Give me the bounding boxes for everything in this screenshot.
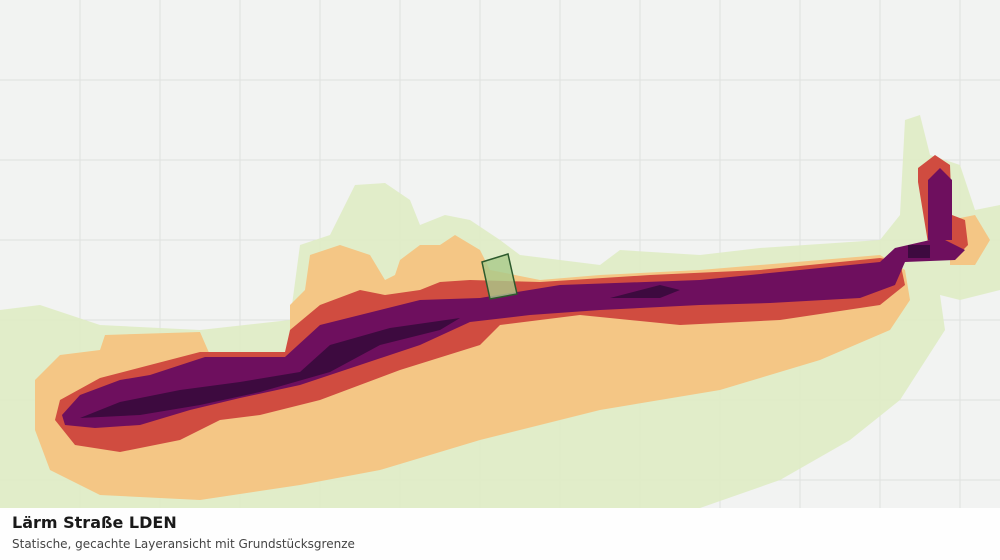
noise-band-red xyxy=(55,258,905,452)
map-subtitle: Statische, gecachte Layeransicht mit Gru… xyxy=(12,537,355,551)
noise-band-purple xyxy=(62,200,965,428)
map-title: Lärm Straße LDEN xyxy=(12,513,177,532)
caption-panel xyxy=(0,508,1000,560)
noise-band-dark xyxy=(908,245,930,258)
noise-band-purple-east xyxy=(928,168,952,240)
noise-band-dark xyxy=(610,285,680,298)
parcel-boundary[interactable] xyxy=(481,253,518,300)
noise-band-dark xyxy=(80,318,460,418)
